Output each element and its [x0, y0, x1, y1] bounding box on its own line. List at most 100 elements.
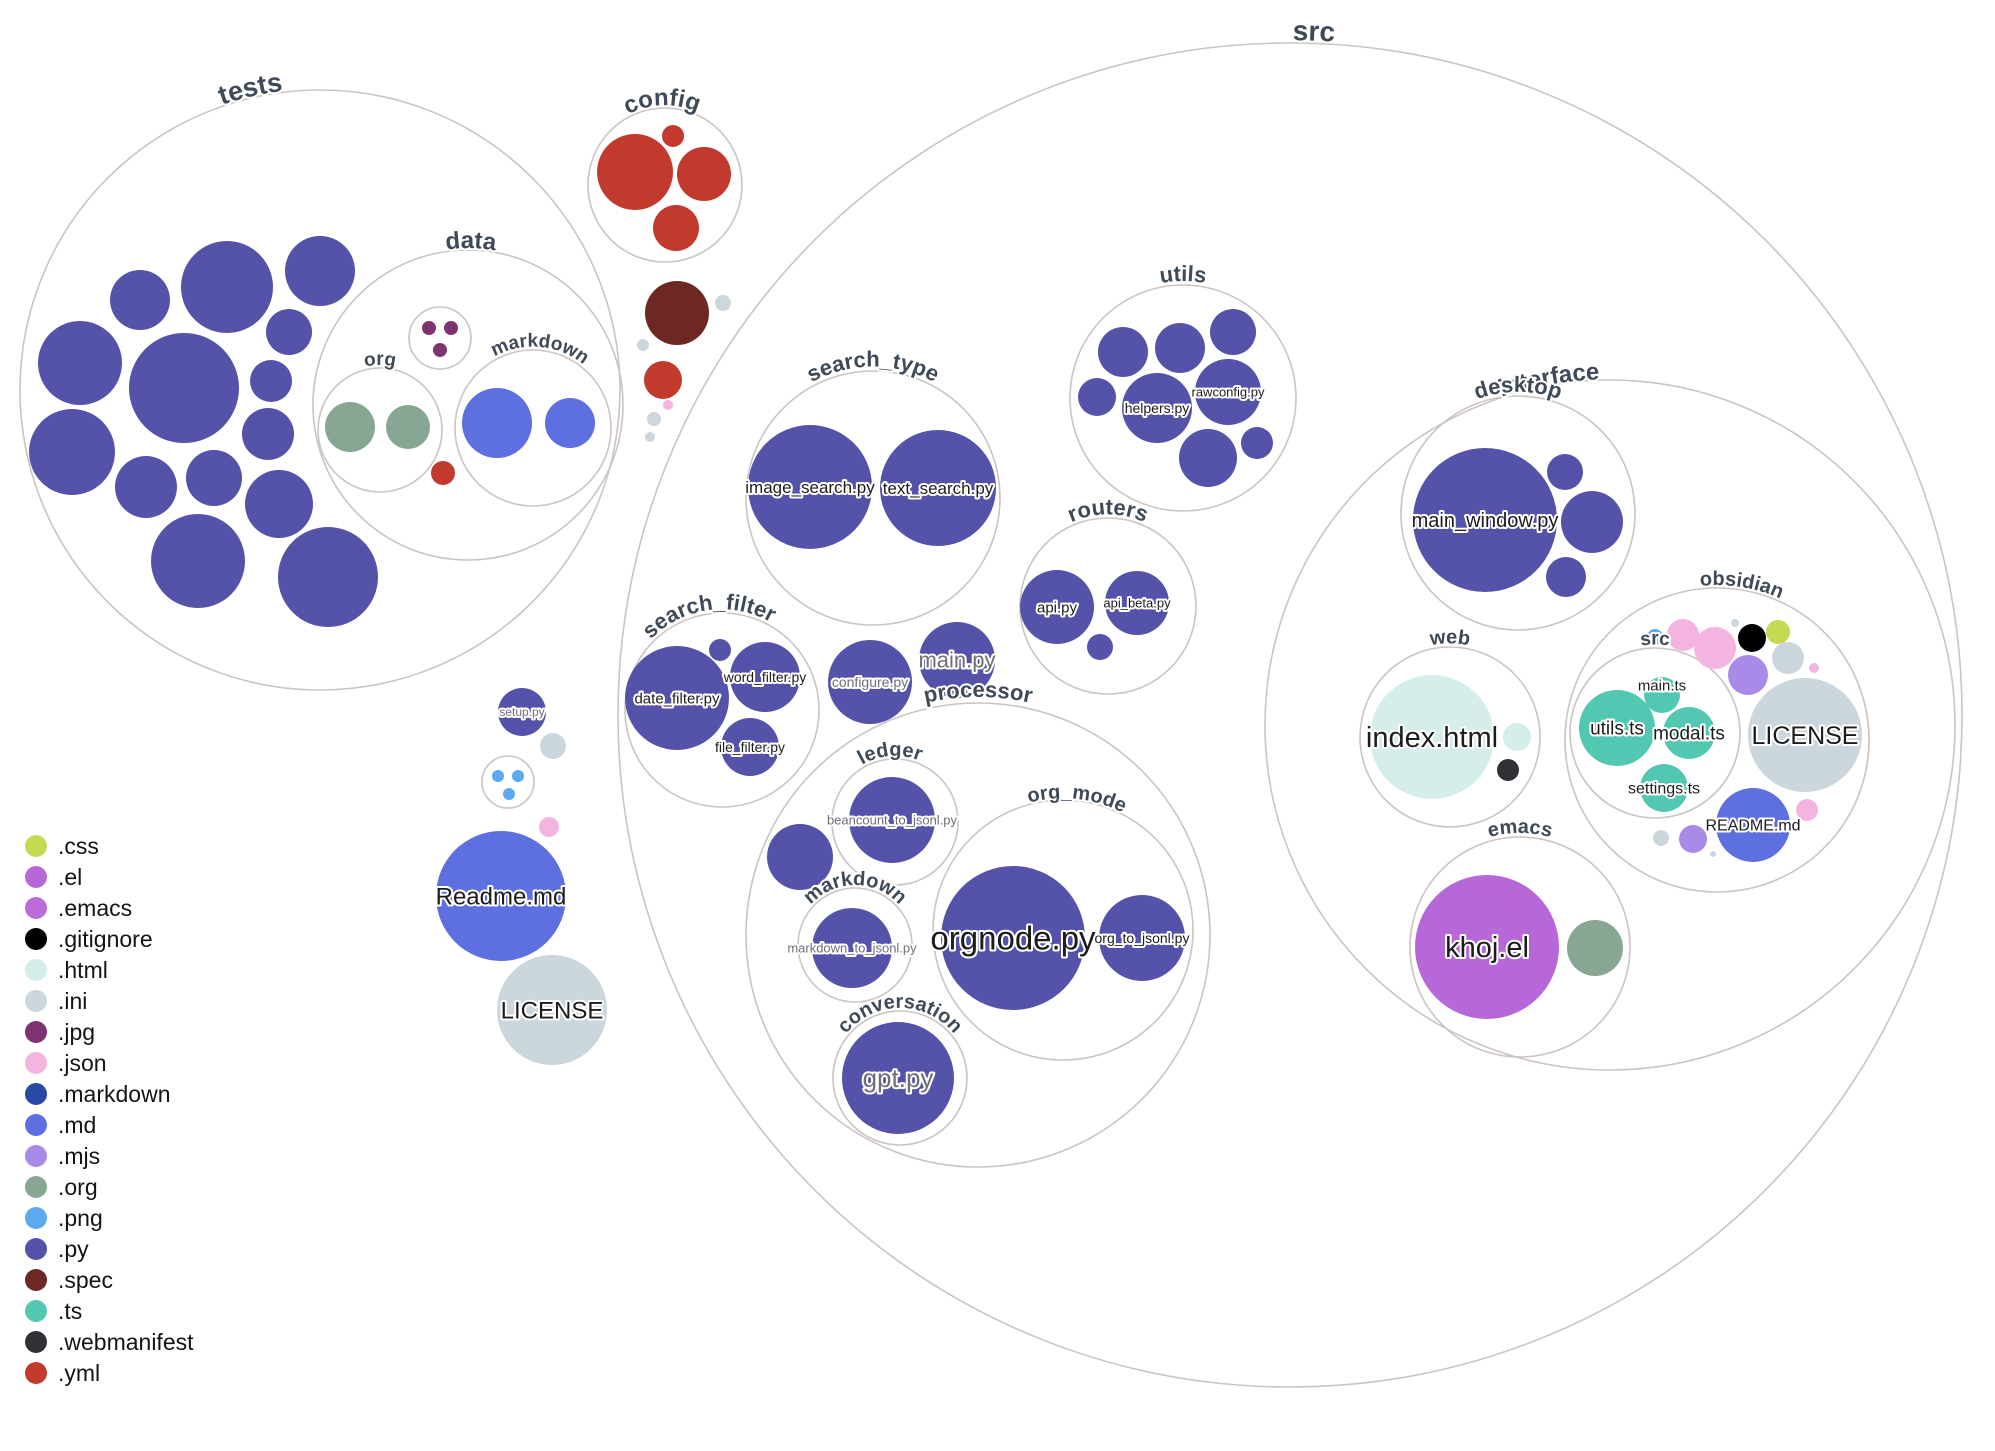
legend-label-org: .org [58, 1174, 98, 1200]
legend-swatch-org [25, 1176, 47, 1198]
file-label-khoj-el: khoj.el [1445, 932, 1529, 964]
folder-label-data: data [444, 227, 498, 256]
file-circle-main-window-py [1413, 448, 1557, 592]
legend-item-spec: .spec [25, 1267, 113, 1293]
legend-label-emacs: .emacs [58, 895, 132, 921]
file-circle-web-html-2 [1503, 723, 1531, 751]
file-circle-image-search-py [748, 425, 872, 549]
file-circle-beancount-to-jsonl-py [849, 777, 935, 863]
legend-swatch-gitignore [25, 928, 47, 950]
folder-label-src-obsidian: src [1639, 628, 1671, 650]
legend-item-json: .json [25, 1050, 107, 1076]
file-circle-obsidian-json-1 [1667, 619, 1699, 651]
legend: .css .el .emacs .gitignore .html .ini .jpg .jso… [25, 833, 194, 1386]
file-label-main-py: main.py [918, 648, 995, 673]
file-circle-tests-py-3 [285, 236, 355, 306]
file-label-setup-py: setup.py [499, 705, 544, 719]
file-label-org-to-jsonl-py: org_to_jsonl.py [1095, 930, 1190, 946]
file-circle-tests-py-2 [181, 241, 273, 333]
file-label-api-beta-py: api_beta.py [1103, 596, 1171, 611]
folder-label-processor: processor [921, 677, 1035, 708]
file-circle-desktop-py-2 [1561, 491, 1623, 553]
folder-circle-obsidian [1564, 587, 1870, 893]
file-circle-khoj-el [1415, 875, 1559, 1019]
file-circle-root-png-1 [492, 770, 504, 782]
legend-swatch-css [25, 835, 47, 857]
legend-label-ini: .ini [58, 988, 87, 1014]
folder-label-tests: tests [214, 67, 284, 111]
file-circle-utils-py-5 [1179, 429, 1237, 487]
file-label-beancount-to-jsonl-py: beancount_to_jsonl.py [827, 813, 958, 828]
file-circle-readme-obsidian [1716, 788, 1790, 862]
folder-circle-markdown-data [454, 349, 612, 507]
folder-circle-jpg-group [408, 306, 472, 370]
folder-circle-search-filter [624, 612, 820, 808]
file-circle-data-jpg-1 [422, 321, 436, 335]
file-circle-obsidian-gitignore [1738, 624, 1766, 652]
folder-circles-layer [19, 42, 1963, 1388]
folder-label-obsidian: obsidian [1699, 568, 1787, 603]
legend-label-gitignore: .gitignore [58, 926, 153, 952]
file-label-markdown-to-jsonl-py: markdown_to_jsonl.py [787, 941, 917, 956]
file-circle-license-obsidian [1748, 678, 1862, 792]
file-circle-utils-py-2 [1155, 323, 1205, 373]
file-label-orgnode-py: orgnode.py [930, 920, 1096, 957]
legend-swatch-json [25, 1052, 47, 1074]
file-circle-root-yml [644, 361, 682, 399]
file-circle-root-ini-1 [715, 295, 731, 311]
legend-item-py: .py [25, 1236, 89, 1262]
file-circle-tests-py-9 [29, 409, 115, 495]
file-circle-settings-ts [1640, 764, 1688, 812]
file-circle-tests-py-10 [115, 456, 177, 518]
file-circle-data-jpg-3 [433, 343, 447, 357]
folder-circle-interface [1264, 379, 1956, 1071]
folder-circle-search-type [745, 370, 1001, 626]
folder-circle-processor [745, 702, 1211, 1168]
legend-label-jpg: .jpg [58, 1019, 95, 1045]
legend-label-ts: .ts [58, 1298, 82, 1324]
file-circle-data-yml [431, 461, 455, 485]
file-circle-tests-py-13 [151, 514, 245, 608]
file-circle-web-webmanifest [1497, 759, 1519, 781]
folder-circle-src-obsidian [1569, 647, 1741, 819]
legend-swatch-spec [25, 1269, 47, 1291]
legend-item-org: .org [25, 1174, 98, 1200]
file-label-modal-ts: modal.ts [1653, 724, 1725, 745]
file-circle-text-search-py [880, 430, 996, 546]
legend-swatch-html [25, 959, 47, 981]
file-circle-obsidian-ini-3 [1653, 830, 1669, 846]
folder-circle-routers [1019, 517, 1197, 695]
file-circle-utils-py-6 [1241, 427, 1273, 459]
folder-circle-utils [1069, 284, 1297, 512]
file-circle-tests-py-14 [278, 527, 378, 627]
file-label-readme-md: Readme.md [436, 883, 567, 910]
folder-label-markdown-data: markdown [488, 331, 593, 369]
folder-circle-org-mode [932, 799, 1194, 1061]
file-circle-helpers-py [1122, 373, 1192, 443]
folder-circle-tests [19, 89, 621, 691]
folder-circle-web [1359, 646, 1541, 828]
file-circle-api-beta-py [1105, 571, 1169, 635]
file-circle-org-to-jsonl-py [1099, 895, 1185, 981]
file-circle-tests-py-4 [266, 309, 312, 355]
legend-label-md: .md [58, 1112, 96, 1138]
folder-circle-conversation [832, 1010, 968, 1146]
file-label-main-ts: main.ts [1638, 677, 1686, 694]
file-circle-obsidian-png [1647, 629, 1663, 645]
file-circle-utils-ts [1579, 690, 1655, 766]
file-label-index-html: index.html [1366, 722, 1498, 754]
folder-circle-emacs [1409, 836, 1631, 1058]
legend-swatch-ts [25, 1300, 47, 1322]
legend-item-gitignore: .gitignore [25, 926, 153, 952]
file-circle-api-py [1020, 570, 1094, 644]
file-circle-config-yml-3 [677, 147, 731, 201]
file-label-main-window-py: main_window.py [1412, 510, 1559, 532]
file-circle-data-md-1 [462, 388, 532, 458]
legend-item-el: .el [25, 864, 82, 890]
file-label-utils-ts: utils.ts [1590, 719, 1644, 740]
file-circle-processor-py [767, 824, 833, 890]
legend-label-markdown: .markdown [58, 1081, 170, 1107]
file-label-api-py: api.py [1037, 599, 1078, 616]
file-circle-data-org-1 [325, 402, 375, 452]
legend-label-spec: .spec [58, 1267, 113, 1293]
